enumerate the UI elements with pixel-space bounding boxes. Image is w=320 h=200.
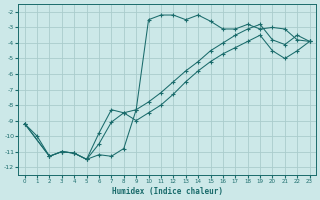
X-axis label: Humidex (Indice chaleur): Humidex (Indice chaleur): [112, 187, 223, 196]
